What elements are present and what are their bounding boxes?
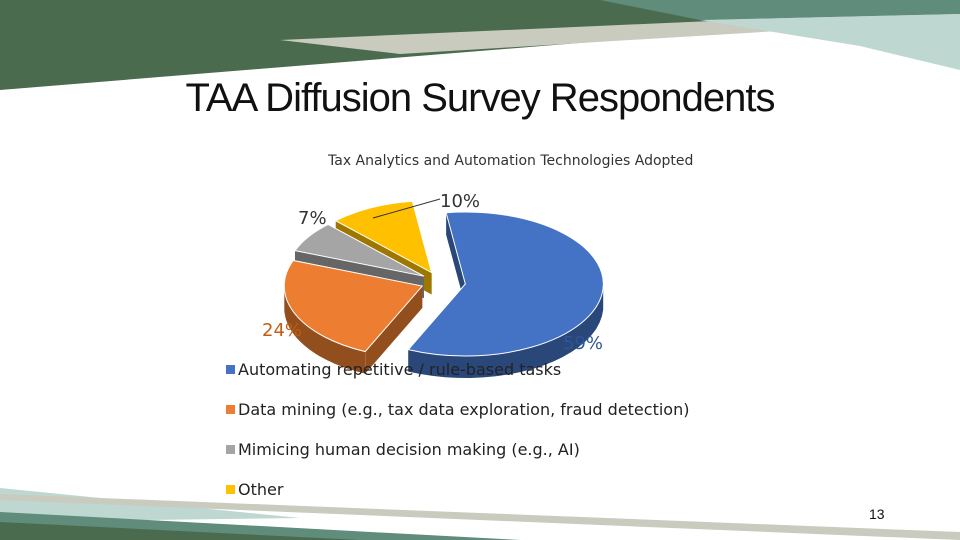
legend-swatch xyxy=(226,364,235,374)
legend-label: Data mining (e.g., tax data exploration,… xyxy=(238,399,690,419)
legend-swatch xyxy=(226,444,235,454)
data-label-1: 59% xyxy=(563,333,604,354)
pie-slice-top xyxy=(334,200,433,274)
label-leader-line xyxy=(372,198,441,219)
legend-label: Other xyxy=(238,479,284,499)
data-label-2: 24% xyxy=(262,320,303,341)
chart-title: Tax Analytics and Automation Technologie… xyxy=(328,153,694,169)
pie-slice-rim xyxy=(284,287,366,374)
pie-slice-top xyxy=(294,223,425,277)
pie-slice-wall xyxy=(446,212,466,307)
top-band-teal xyxy=(600,0,960,20)
pie-slice-wall xyxy=(365,286,423,374)
bottom-band-grey xyxy=(0,494,960,540)
data-label-3: 7% xyxy=(298,208,327,229)
legend-label: Mimicing human decision making (e.g., AI… xyxy=(238,439,580,459)
legend-item-2: Data mining (e.g., tax data exploration,… xyxy=(226,398,689,420)
legend-swatch xyxy=(226,404,235,414)
pie-slice-rim xyxy=(408,287,604,378)
legend-swatch xyxy=(226,484,235,494)
slide-title: TAA Diffusion Survey Respondents xyxy=(185,76,775,120)
page-number: 13 xyxy=(869,506,885,522)
bottom-band-dark xyxy=(0,522,360,540)
legend-label: Automating repetitive / rule-based tasks xyxy=(238,359,562,379)
pie-slice-top xyxy=(407,211,604,357)
legend-item-1: Automating repetitive / rule-based tasks xyxy=(226,358,561,380)
top-band-light xyxy=(700,14,960,70)
data-label-4: 10% xyxy=(440,191,481,212)
pie-slice-2 xyxy=(283,259,424,374)
legend-item-4: Other xyxy=(226,478,283,500)
pie-slice-top xyxy=(283,259,424,353)
legend-item-3: Mimicing human decision making (e.g., AI… xyxy=(226,438,580,460)
pie-slice-1 xyxy=(407,211,604,378)
